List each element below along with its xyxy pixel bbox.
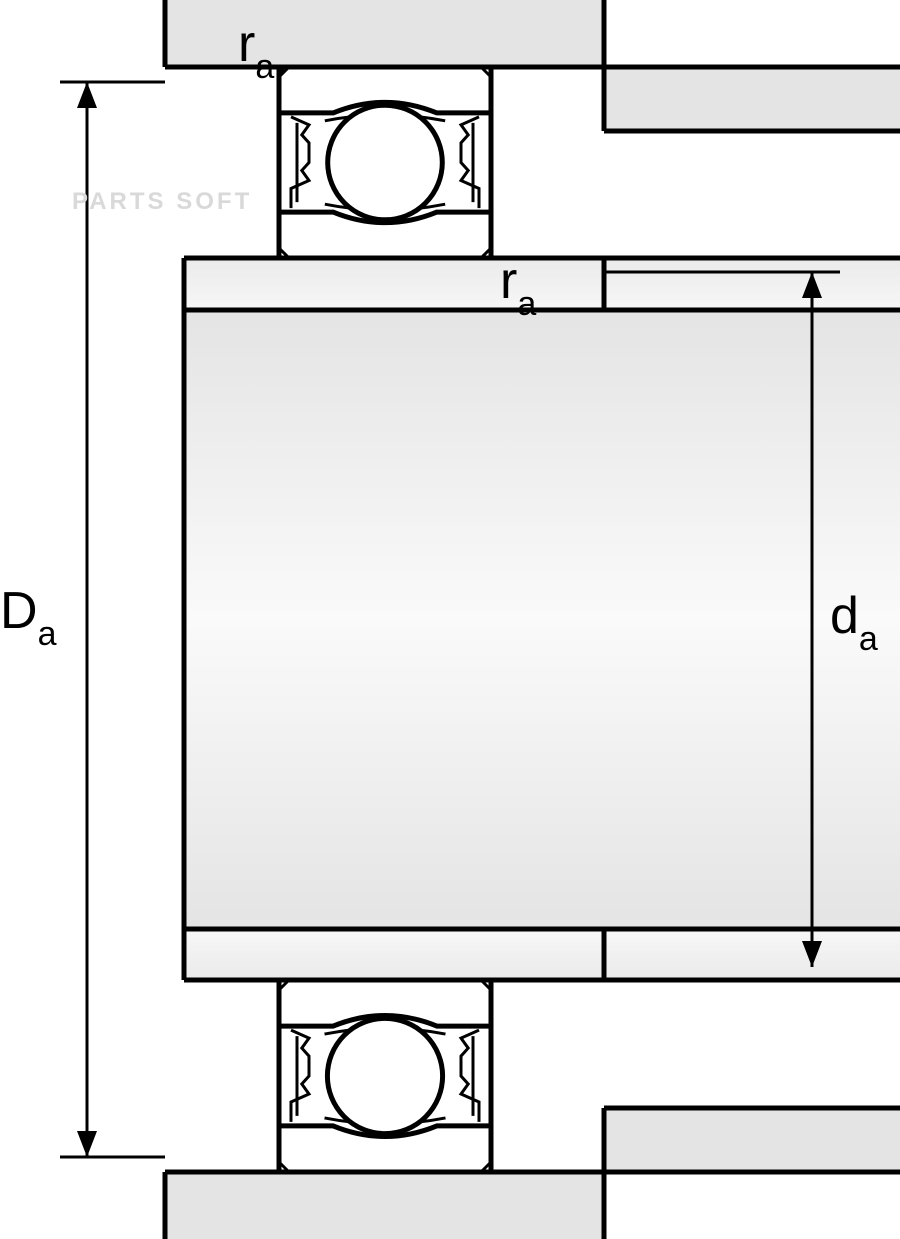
label-Da-sub: a bbox=[38, 615, 57, 653]
label-ra-outer-sub: a bbox=[255, 48, 274, 86]
label-ra-outer-main: r bbox=[238, 15, 255, 73]
diagram-geometry bbox=[60, 0, 900, 1239]
watermark-text: PARTS SOFT bbox=[72, 188, 252, 216]
label-ra-inner-main: r bbox=[500, 252, 517, 310]
label-ra-inner-sub: a bbox=[517, 285, 536, 323]
bearing-section-diagram bbox=[0, 0, 900, 1239]
label-da-main: d bbox=[830, 587, 859, 645]
label-ra-inner: ra bbox=[500, 255, 536, 315]
label-ra-outer: ra bbox=[238, 18, 274, 78]
label-Da: Da bbox=[0, 585, 56, 645]
label-da: da bbox=[830, 590, 878, 650]
label-Da-main: D bbox=[0, 582, 38, 640]
label-da-sub: a bbox=[859, 620, 878, 658]
